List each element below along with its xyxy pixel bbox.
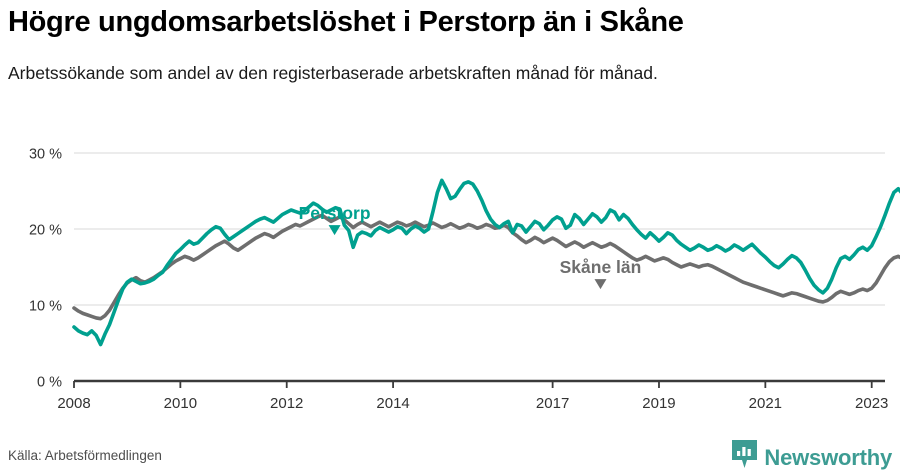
x-axis-ticks: 2008 2010 2012 2014 2017 2019 2021 2023 [57, 381, 888, 412]
line-chart: 0 % 10 % 20 % 30 % 2008 2010 2012 2014 2017 2019… [29, 147, 900, 412]
series-line-perstorp [72, 178, 900, 347]
x-tick-label: 2019 [642, 395, 675, 412]
page-subtitle: Arbetssökande som andel av den registerb… [8, 63, 658, 83]
y-axis-ticks: 0 % 10 % 20 % 30 % [29, 147, 62, 391]
bar-chart-pin-icon [732, 440, 758, 475]
y-tick-label: 30 % [29, 147, 62, 163]
page-title: Högre ungdomsarbetslöshet i Perstorp än … [8, 6, 684, 38]
series-line-skåne-län [72, 213, 900, 321]
perstorp-label: Perstorp [299, 203, 371, 223]
newsworthy-logo: Newsworthy [732, 440, 892, 475]
chart-container: 0 % 10 % 20 % 30 % 2008 2010 2012 2014 2017 2019… [0, 130, 900, 420]
perstorp-label-pointer [328, 225, 341, 236]
y-tick-label: 20 % [29, 223, 62, 239]
logo-wordmark: Newsworthy [764, 444, 892, 470]
x-tick-label: 2023 [855, 395, 888, 412]
x-tick-label: 2014 [376, 395, 409, 412]
x-tick-label: 2021 [749, 395, 782, 412]
y-tick-label: 10 % [29, 299, 62, 315]
x-tick-label: 2010 [164, 395, 197, 412]
skane-label-pointer [594, 279, 607, 290]
skane-label: Skåne län [560, 257, 642, 277]
x-tick-label: 2017 [536, 395, 569, 412]
source-note: Källa: Arbetsförmedlingen [8, 448, 162, 463]
series-lines [72, 178, 900, 347]
x-tick-label: 2012 [270, 395, 303, 412]
x-tick-label: 2008 [57, 395, 90, 412]
y-tick-label: 0 % [37, 375, 62, 391]
series-annotations: Perstorp Skåne län [299, 203, 642, 290]
